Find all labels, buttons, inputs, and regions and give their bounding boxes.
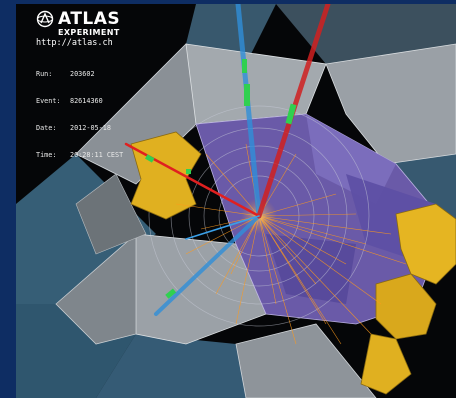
endcap-magnets [130,131,456,395]
time-label: Time: [36,151,57,159]
logo-subtitle: EXPERIMENT [58,28,120,37]
header-overlay: ATLAS EXPERIMENT http://atlas.ch Run: 20… [36,10,176,159]
particle-tracks [175,143,407,345]
event-info-row: Date: 2012-05-18 [36,124,176,133]
event-info-row: Event: 82614360 [36,97,176,106]
logo-title: ATLAS [58,9,121,29]
detector-hits [145,59,297,299]
event-value: 82614360 [70,97,103,105]
calorimeter [55,43,456,398]
time-value: 20:28:11 CEST [70,151,124,159]
event-info: Run: 203602 Event: 82614360 Date: 2012-0… [36,52,176,178]
event-info-row: Run: 203602 [36,70,176,79]
atlas-event-display [16,4,456,398]
atlas-logo-icon [36,10,54,28]
logo-url: http://atlas.ch [36,38,113,48]
date-label: Date: [36,124,57,132]
run-value: 203602 [70,70,95,78]
logo-row: ATLAS [36,10,176,28]
run-label: Run: [36,70,53,78]
event-label: Event: [36,97,61,105]
date-value: 2012-05-18 [70,124,111,132]
event-info-row: Time: 20:28:11 CEST [36,151,176,160]
